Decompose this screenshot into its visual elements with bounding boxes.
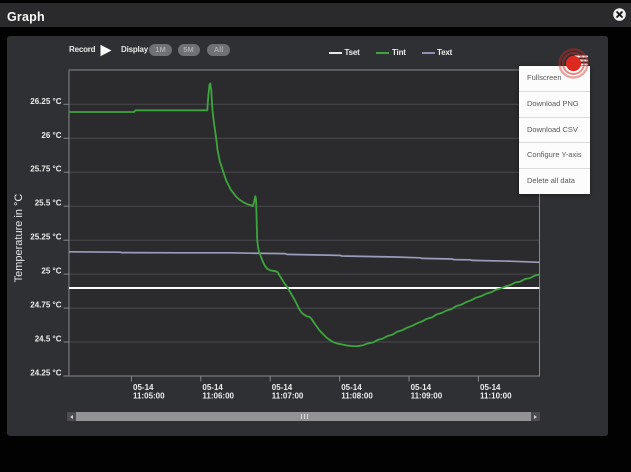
svg-text:11:06:00: 11:06:00 bbox=[202, 392, 234, 401]
svg-text:26.25 °C: 26.25 °C bbox=[30, 97, 61, 106]
svg-text:05-14: 05-14 bbox=[133, 383, 154, 392]
svg-text:25.75 °C: 25.75 °C bbox=[30, 165, 61, 174]
svg-text:24.5 °C: 24.5 °C bbox=[35, 335, 62, 344]
svg-text:24.75 °C: 24.75 °C bbox=[30, 301, 61, 310]
svg-text:25 °C: 25 °C bbox=[41, 267, 61, 276]
svg-text:25.5 °C: 25.5 °C bbox=[35, 199, 62, 208]
svg-text:11:09:00: 11:09:00 bbox=[411, 392, 443, 401]
svg-text:Temperature in °C: Temperature in °C bbox=[13, 194, 25, 283]
svg-text:05-14: 05-14 bbox=[341, 383, 362, 392]
svg-text:05-14: 05-14 bbox=[272, 383, 293, 392]
svg-text:11:08:00: 11:08:00 bbox=[341, 392, 373, 401]
svg-text:11:07:00: 11:07:00 bbox=[272, 392, 304, 401]
svg-text:25.25 °C: 25.25 °C bbox=[30, 233, 61, 242]
svg-text:11:05:00: 11:05:00 bbox=[133, 392, 165, 401]
svg-text:05-14: 05-14 bbox=[480, 383, 501, 392]
svg-text:24.25 °C: 24.25 °C bbox=[30, 369, 61, 378]
svg-text:05-14: 05-14 bbox=[202, 383, 223, 392]
svg-text:26 °C: 26 °C bbox=[41, 131, 61, 140]
svg-text:05-14: 05-14 bbox=[411, 383, 432, 392]
svg-text:11:10:00: 11:10:00 bbox=[480, 392, 512, 401]
